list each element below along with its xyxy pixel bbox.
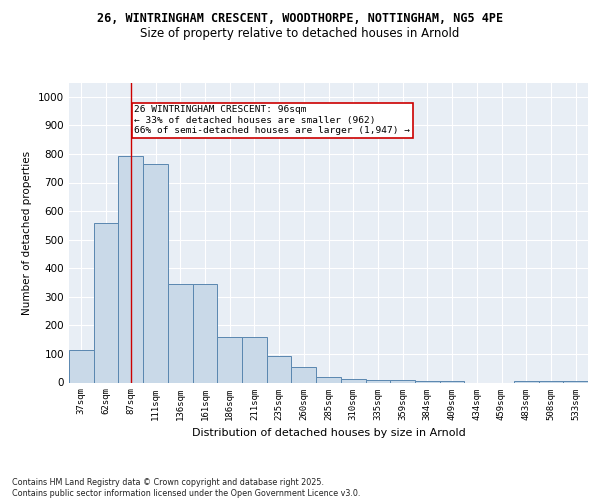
Bar	[242, 337, 267, 382]
Bar	[341, 379, 365, 382]
X-axis label: Distribution of detached houses by size in Arnold: Distribution of detached houses by size …	[191, 428, 466, 438]
Bar	[193, 284, 217, 382]
Text: Size of property relative to detached houses in Arnold: Size of property relative to detached ho…	[140, 28, 460, 40]
Text: Contains HM Land Registry data © Crown copyright and database right 2025.
Contai: Contains HM Land Registry data © Crown c…	[12, 478, 361, 498]
Bar	[390, 380, 415, 382]
Bar	[118, 156, 143, 382]
Bar	[168, 284, 193, 382]
Bar	[539, 381, 563, 382]
Bar	[267, 356, 292, 382]
Bar	[316, 377, 341, 382]
Bar	[94, 222, 118, 382]
Text: 26 WINTRINGHAM CRESCENT: 96sqm
← 33% of detached houses are smaller (962)
66% of: 26 WINTRINGHAM CRESCENT: 96sqm ← 33% of …	[134, 106, 410, 135]
Bar	[292, 367, 316, 382]
Y-axis label: Number of detached properties: Number of detached properties	[22, 150, 32, 314]
Text: 26, WINTRINGHAM CRESCENT, WOODTHORPE, NOTTINGHAM, NG5 4PE: 26, WINTRINGHAM CRESCENT, WOODTHORPE, NO…	[97, 12, 503, 26]
Bar	[415, 381, 440, 382]
Bar	[69, 350, 94, 382]
Bar	[514, 381, 539, 382]
Bar	[440, 381, 464, 382]
Bar	[365, 380, 390, 382]
Bar	[217, 337, 242, 382]
Bar	[143, 164, 168, 382]
Bar	[563, 381, 588, 382]
